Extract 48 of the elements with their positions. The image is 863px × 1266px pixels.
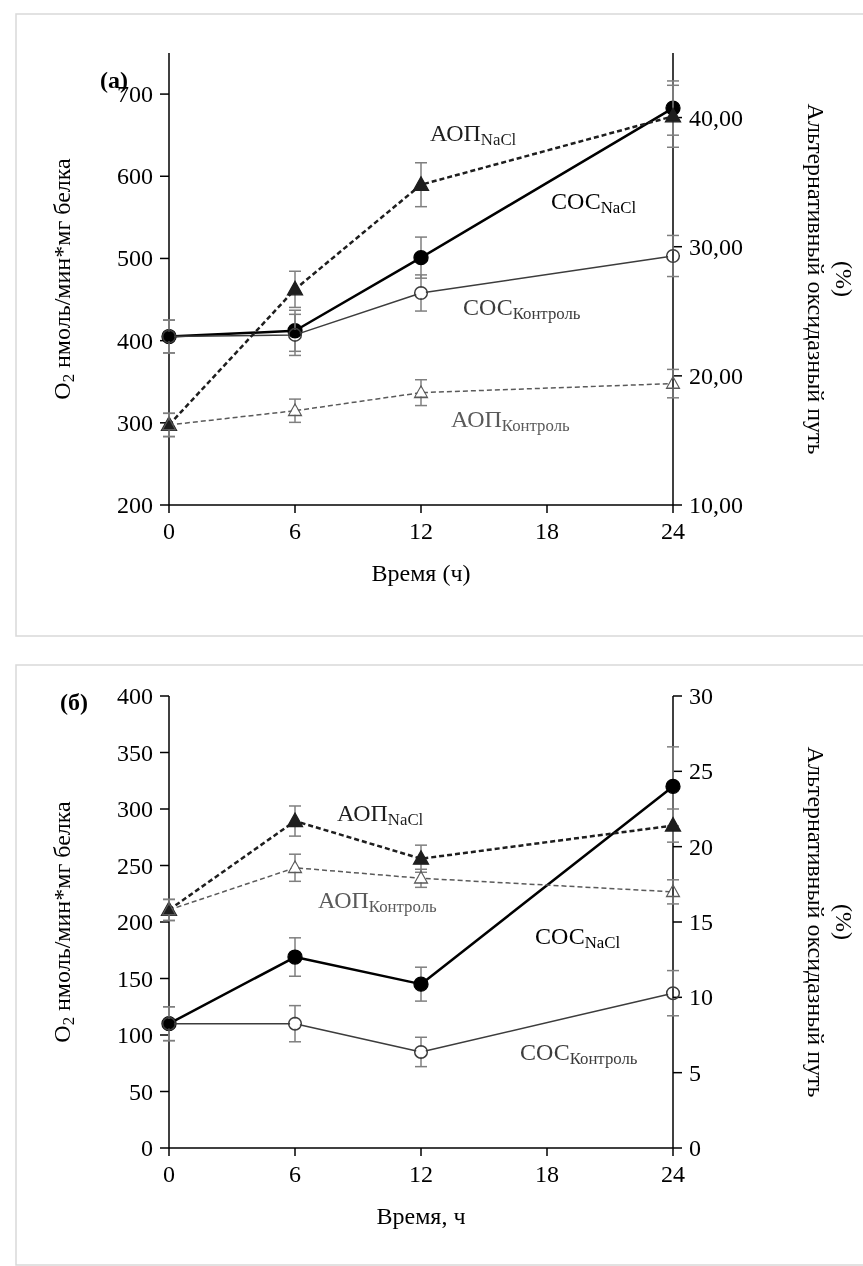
y2-tick-label: 40,00 [689, 104, 743, 131]
x-tick-label: 6 [289, 518, 301, 544]
y-tick-label: 50 [129, 1078, 153, 1105]
y2-tick-label: 5 [689, 1059, 701, 1086]
series-label: АОП$_{NaCl}$ [430, 120, 517, 150]
y-tick-label: 200 [117, 492, 153, 518]
y-tick-label: 200 [117, 909, 153, 935]
x-axis-title: Время, ч [376, 1203, 466, 1229]
x-axis-title: Время (ч) [371, 560, 471, 586]
y-tick-label: 500 [117, 245, 153, 272]
y-tick-label: 400 [117, 683, 153, 709]
series-label: АОП$_{Контроль}$ [318, 887, 438, 917]
series-label: СОС$_{NaCl}$ [551, 188, 637, 218]
chart-title: (б) [60, 689, 88, 715]
y-tick-label: 0 [141, 1135, 153, 1161]
x-tick-label: 0 [163, 1161, 175, 1187]
y2-tick-label: 30 [689, 683, 713, 709]
x-tick-label: 18 [535, 1161, 559, 1187]
y2-tick-label: 10,00 [689, 492, 743, 518]
x-tick-label: 24 [661, 1161, 685, 1187]
x-tick-label: 6 [289, 1161, 301, 1187]
x-tick-label: 12 [409, 518, 433, 544]
y-tick-label: 600 [117, 163, 153, 190]
series-label: АОП$_{Контроль}$ [451, 406, 571, 436]
series-label: СОС$_{NaCl}$ [535, 923, 621, 953]
y2-tick-label: 10 [689, 984, 713, 1011]
y2-tick-label: 30,00 [689, 233, 743, 260]
y2-tick-label: 20 [689, 833, 713, 860]
x-tick-label: 24 [661, 518, 685, 544]
y-tick-label: 150 [117, 965, 153, 992]
y2-tick-label: 20,00 [689, 362, 743, 389]
series-label: СОС$_{Контроль}$ [520, 1039, 638, 1069]
y-tick-label: 100 [117, 1022, 153, 1048]
y2-tick-label: 25 [689, 758, 713, 785]
y-tick-label: 400 [117, 327, 153, 354]
series-label: АОП$_{NaCl}$ [337, 800, 424, 830]
y-tick-label: 300 [117, 409, 153, 436]
y-tick-label: 300 [117, 796, 153, 822]
x-tick-label: 12 [409, 1161, 433, 1187]
series-label: СОС$_{Контроль}$ [463, 294, 581, 324]
y-tick-label: 250 [117, 852, 153, 879]
x-tick-label: 0 [163, 518, 175, 544]
y2-axis-title: Альтернативный оксидазный путь (%) [803, 746, 857, 1098]
y2-tick-label: 15 [689, 909, 713, 935]
y2-axis-title: Альтернативный оксидазный путь (%) [803, 103, 857, 455]
y2-tick-label: 0 [689, 1135, 701, 1161]
x-tick-label: 18 [535, 518, 559, 544]
y-tick-label: 350 [117, 739, 153, 766]
